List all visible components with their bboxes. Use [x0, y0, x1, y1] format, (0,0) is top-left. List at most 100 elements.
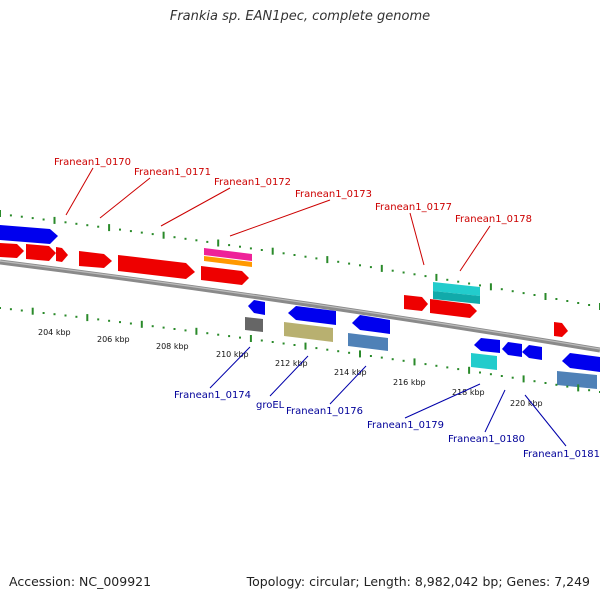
gene-arrow[interactable]	[348, 333, 388, 351]
minor-tick	[468, 282, 471, 285]
gene-label[interactable]: Franean1_0171	[134, 167, 211, 178]
gene-arrow[interactable]	[26, 244, 56, 261]
minor-tick	[293, 344, 296, 346]
minor-tick	[173, 236, 176, 239]
gene-arrow[interactable]	[0, 225, 58, 244]
minor-tick	[9, 214, 12, 217]
minor-tick	[151, 325, 154, 328]
minor-tick	[446, 366, 449, 369]
gene-label[interactable]: Franean1_0170	[54, 157, 131, 168]
major-tick	[53, 216, 56, 224]
reverse-leader-lines	[209, 346, 567, 447]
gene-arrow[interactable]	[288, 306, 336, 325]
minor-tick	[42, 218, 45, 221]
minor-tick	[533, 380, 536, 383]
minor-tick	[566, 300, 569, 302]
major-tick	[108, 224, 111, 232]
gene-label[interactable]: Franean1_0179	[367, 420, 444, 431]
gene-arrow[interactable]	[56, 247, 68, 262]
minor-tick	[75, 222, 78, 225]
minor-tick	[293, 254, 296, 256]
minor-tick	[489, 373, 492, 376]
gene-arrow[interactable]	[118, 255, 195, 279]
gene-label[interactable]: Franean1_0176	[286, 406, 363, 417]
minor-tick	[555, 383, 558, 386]
accession-text: Accession: NC_009921	[9, 574, 152, 589]
gene-arrow[interactable]	[284, 322, 333, 342]
minor-tick	[457, 368, 460, 371]
minor-tick	[402, 271, 405, 274]
gene-label[interactable]: Franean1_0178	[455, 214, 532, 225]
gene-label[interactable]: Franean1_0174	[174, 390, 251, 401]
major-tick	[140, 320, 143, 328]
minor-tick	[424, 363, 427, 366]
gene-arrow[interactable]	[562, 353, 600, 372]
minor-tick	[97, 225, 100, 228]
gene-arrow[interactable]	[245, 317, 263, 332]
minor-tick	[348, 262, 351, 265]
gene-label[interactable]: Franean1_0180	[448, 434, 525, 445]
minor-tick	[402, 359, 405, 362]
minor-tick	[577, 302, 580, 304]
lower-tick-ring	[0, 307, 600, 393]
gene-label[interactable]: Franean1_0181	[523, 449, 600, 460]
minor-tick	[217, 333, 220, 336]
gene-arrow[interactable]	[471, 353, 497, 370]
gene-arrow[interactable]	[522, 345, 542, 360]
minor-tick	[348, 351, 351, 354]
major-tick	[435, 273, 438, 281]
minor-tick	[42, 312, 45, 314]
minor-tick	[206, 332, 209, 335]
major-tick	[326, 256, 329, 264]
gene-arrow[interactable]	[502, 342, 522, 357]
minor-tick	[75, 315, 78, 318]
gene-arrow[interactable]	[201, 266, 249, 285]
minor-tick	[446, 278, 449, 281]
minor-tick	[544, 382, 547, 384]
gene-arrow[interactable]	[433, 282, 480, 304]
minor-tick	[249, 247, 252, 250]
minor-tick	[304, 255, 307, 258]
gene-arrow[interactable]	[0, 243, 24, 258]
gene-arrow[interactable]	[79, 251, 112, 268]
minor-tick	[195, 239, 198, 242]
major-tick	[489, 283, 492, 291]
reverse-gene-labels: Franean1_0174 groEL Franean1_0176 Franea…	[174, 390, 600, 460]
minor-tick	[457, 280, 460, 283]
major-tick	[522, 375, 525, 383]
gene-arrow[interactable]	[352, 315, 390, 334]
minor-tick	[566, 385, 569, 388]
minor-tick	[206, 240, 209, 243]
axis-label: 212 kbp	[275, 359, 308, 368]
minor-tick	[173, 328, 176, 330]
gene-arrow[interactable]	[474, 338, 500, 353]
major-tick	[544, 293, 547, 300]
gene-arrow[interactable]	[248, 300, 265, 315]
gene-label[interactable]: Franean1_0173	[295, 189, 372, 200]
minor-tick	[435, 364, 438, 367]
minor-tick	[315, 347, 318, 350]
gene-arrow[interactable]	[404, 295, 428, 311]
minor-tick	[119, 321, 121, 324]
axis-labels: 204 kbp 206 kbp 208 kbp 210 kbp 212 kbp …	[38, 328, 543, 408]
axis-label: 204 kbp	[38, 328, 71, 337]
gene-label[interactable]: Franean1_0172	[214, 177, 291, 188]
major-tick	[249, 335, 252, 342]
axis-label: 208 kbp	[156, 342, 189, 351]
reverse-genes	[245, 300, 600, 389]
minor-tick	[119, 228, 121, 231]
gene-label[interactable]: groEL	[256, 400, 285, 411]
minor-tick	[31, 217, 34, 220]
minor-tick	[391, 269, 394, 272]
minor-tick	[260, 249, 263, 251]
gene-label[interactable]: Franean1_0177	[375, 202, 452, 213]
minor-tick	[228, 335, 231, 338]
major-tick	[413, 358, 416, 366]
gene-arrow[interactable]	[430, 299, 477, 318]
gene-arrow[interactable]	[204, 248, 252, 267]
gene-arrow[interactable]	[557, 371, 597, 389]
minor-tick	[337, 260, 340, 263]
minor-tick	[511, 290, 514, 293]
gene-arrow[interactable]	[554, 322, 568, 337]
